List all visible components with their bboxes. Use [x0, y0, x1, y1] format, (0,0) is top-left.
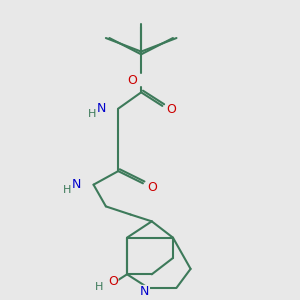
Text: N: N	[97, 102, 106, 115]
Text: H: H	[88, 109, 96, 119]
Text: H: H	[94, 281, 103, 292]
Text: H: H	[63, 185, 71, 195]
Text: O: O	[128, 74, 137, 87]
Text: N: N	[140, 286, 149, 298]
Text: O: O	[147, 181, 157, 194]
Text: O: O	[108, 274, 118, 288]
Text: N: N	[72, 178, 81, 191]
Text: O: O	[166, 103, 176, 116]
